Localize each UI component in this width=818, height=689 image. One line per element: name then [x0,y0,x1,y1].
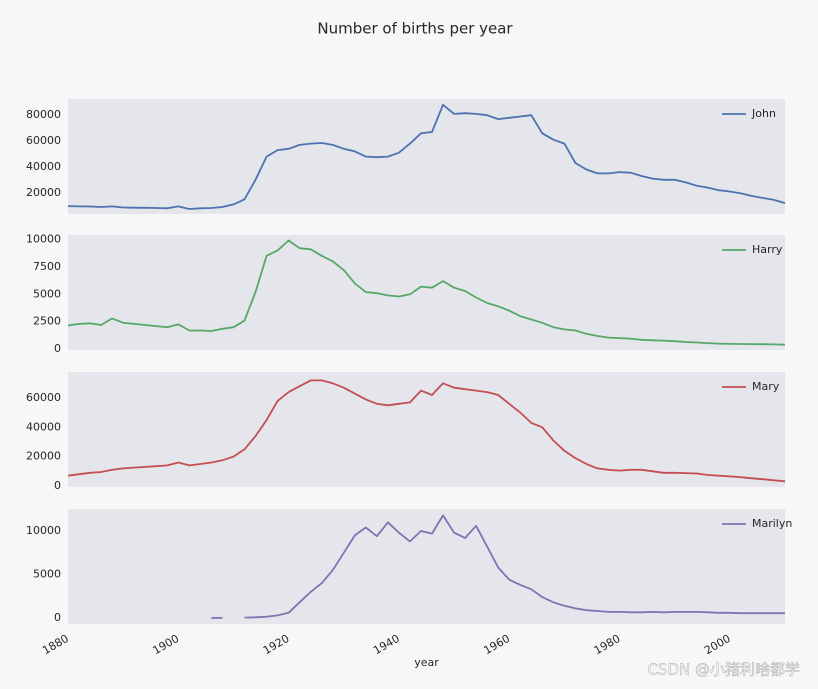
y-tick-label: 7500 [33,260,61,273]
plot-area [68,509,785,624]
watermark: CSDN @小猪利啥都学 [647,661,800,679]
y-tick-label: 2500 [33,315,61,328]
legend-label: John [751,107,776,120]
legend-label: Mary [752,380,780,393]
y-tick-label: 0 [54,611,61,624]
x-axis-label: year [414,656,439,669]
y-tick-label: 10000 [26,232,61,245]
plot-area [68,235,785,350]
y-tick-label: 40000 [26,160,61,173]
series-line [211,514,785,619]
series-line [67,103,786,210]
series-line [67,239,786,346]
y-tick-label: 20000 [26,450,61,463]
legend-label: Harry [752,243,783,256]
y-tick-label: 0 [54,342,61,355]
y-tick-label: 0 [54,479,61,492]
y-tick-label: 80000 [26,108,61,121]
y-tick-label: 40000 [26,420,61,433]
y-tick-label: 20000 [26,186,61,199]
plot-area [68,372,785,487]
y-tick-label: 5000 [33,568,61,581]
legend-label: Marilyn [752,517,792,530]
y-tick-label: 60000 [26,134,61,147]
chart-title: Number of births per year [317,20,513,38]
plot-area [68,99,785,214]
y-tick-label: 5000 [33,287,61,300]
series-line [67,379,786,483]
y-tick-label: 60000 [26,391,61,404]
y-tick-label: 10000 [26,524,61,537]
